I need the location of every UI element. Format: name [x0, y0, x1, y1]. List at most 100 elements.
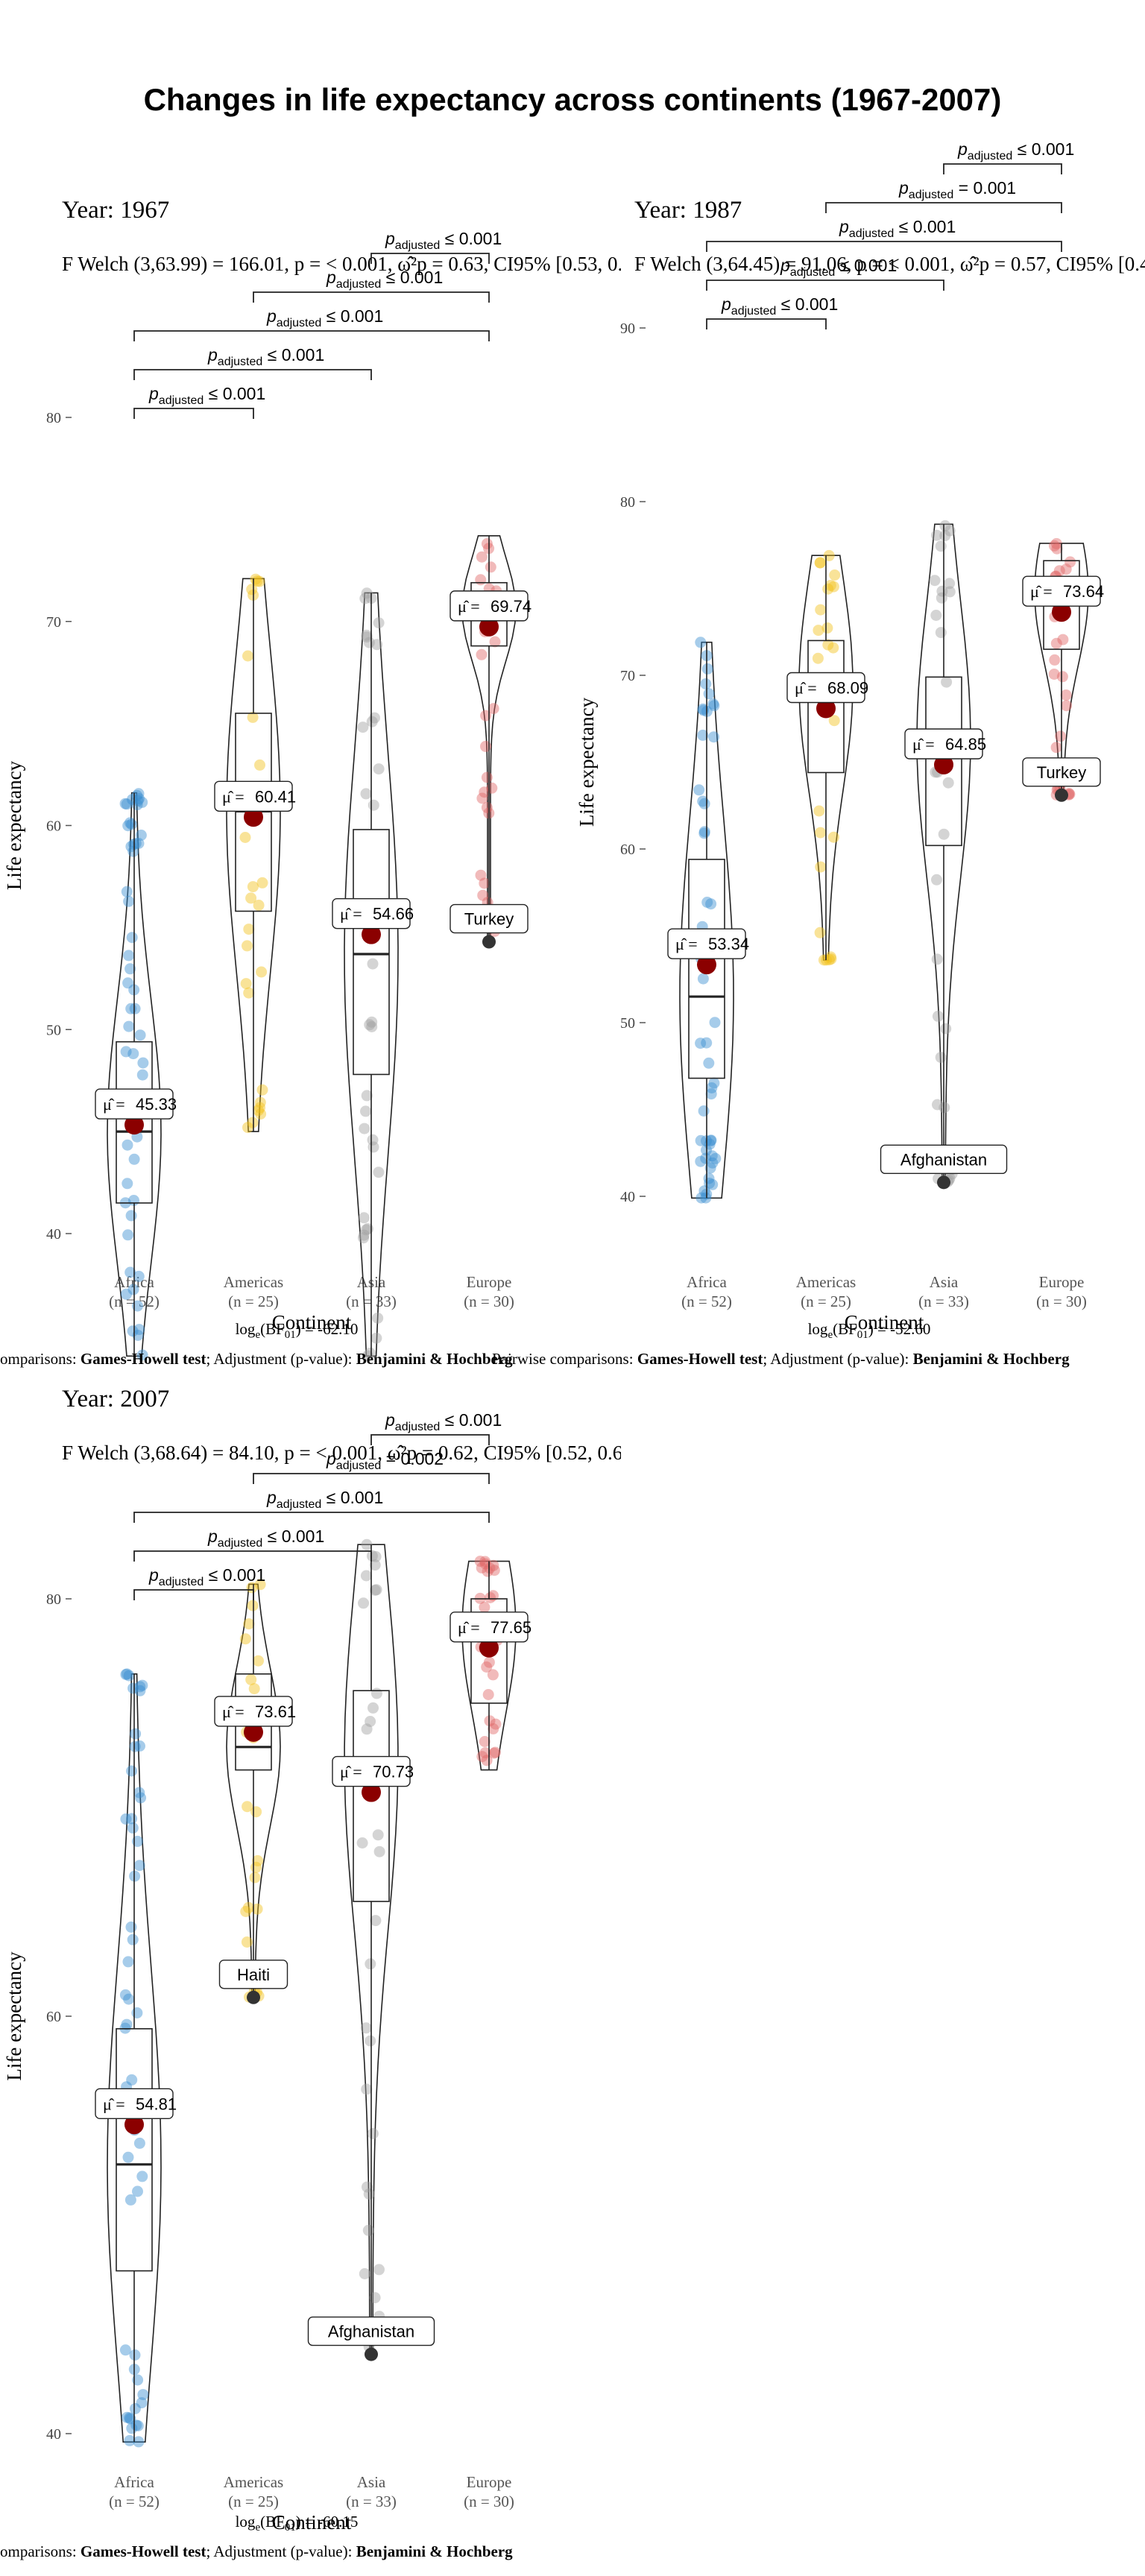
data-point [358, 1212, 370, 1224]
caption-bf: loge(BF01) = -52.60 [808, 1320, 931, 1341]
data-point [932, 1010, 944, 1022]
outlier-point [482, 935, 496, 949]
y-tick-label: 70 [620, 668, 635, 684]
mean-label-prefix: μ̂ = [103, 2094, 125, 2113]
data-point [136, 2171, 148, 2182]
data-point [131, 2007, 143, 2018]
pairwise-label: padjusted ≤ 0.001 [839, 217, 956, 240]
data-point [124, 1266, 136, 1278]
data-point [705, 1134, 716, 1146]
data-point [706, 1150, 718, 1162]
data-point [703, 688, 715, 700]
chart-panel-3: Year: 2007 F Welch (3,68.64) = 84.10, p =… [0, 1386, 621, 2560]
data-point [253, 1105, 265, 1117]
data-point [939, 1102, 950, 1114]
mean-dot [816, 698, 836, 719]
data-point [369, 2292, 381, 2304]
data-point [1057, 634, 1069, 645]
pairwise-bracket [133, 408, 254, 419]
pairwise-bracket [253, 291, 490, 303]
data-point [135, 830, 147, 841]
mean-label-prefix: μ̂ = [222, 787, 245, 806]
y-tick-label: 60 [46, 2009, 61, 2025]
y-tick-label: 70 [46, 614, 61, 631]
data-point [813, 625, 824, 637]
data-point [126, 1765, 138, 1777]
data-point [362, 1350, 373, 1362]
data-point [367, 958, 379, 970]
mean-dot [244, 807, 263, 827]
data-point [122, 1139, 133, 1151]
pairwise-label: padjusted ≤ 0.001 [207, 345, 324, 368]
data-point [698, 1105, 710, 1117]
data-point [359, 1123, 370, 1134]
data-point [134, 1740, 145, 1752]
data-point [708, 700, 720, 712]
pairwise-bracket [825, 202, 1062, 213]
data-point [368, 799, 379, 811]
data-point [361, 2083, 373, 2095]
data-point [372, 1312, 384, 1324]
pairwise-bracket [253, 1473, 490, 1484]
mean-label-value: 70.73 [373, 1763, 414, 1781]
pairwise-label: padjusted ≤ 0.001 [385, 1410, 502, 1433]
data-point [133, 1324, 145, 1336]
data-point [366, 1550, 378, 1562]
data-point [476, 1751, 488, 1763]
outlier-point [1055, 788, 1068, 802]
data-point [1056, 671, 1068, 683]
data-point [132, 2374, 144, 2386]
data-point [127, 1048, 139, 1060]
data-point [243, 1618, 255, 1630]
data-point [1055, 730, 1067, 742]
data-point [698, 826, 710, 838]
data-point [137, 2389, 149, 2401]
mean-label-value: 77.65 [491, 1618, 532, 1637]
data-point [935, 540, 947, 552]
data-point [126, 2074, 138, 2086]
data-point [488, 703, 499, 715]
data-point [931, 529, 942, 541]
data-point [254, 759, 265, 771]
pairwise-label: padjusted ≤ 0.001 [326, 268, 443, 291]
data-point [707, 1157, 719, 1169]
data-point [122, 1956, 134, 1968]
data-point [707, 1178, 719, 1190]
data-point [124, 2412, 136, 2424]
data-point [479, 1558, 491, 1570]
mean-label-prefix: μ̂ = [458, 1618, 480, 1637]
data-point [120, 1669, 132, 1680]
data-point [253, 1655, 264, 1667]
data-point [254, 1579, 266, 1591]
outlier-label: Afghanistan [328, 2323, 414, 2341]
data-point [489, 636, 501, 648]
data-point [247, 1600, 259, 1611]
data-point [242, 1122, 253, 1134]
mean-label-prefix: μ̂ = [912, 735, 935, 754]
chart-panel-2: Year: 1987 F Welch (3,64.45) = 91.06, p =… [492, 139, 1145, 1368]
data-point [1048, 540, 1060, 552]
data-point [814, 557, 826, 569]
data-point [242, 650, 253, 662]
data-point [485, 1592, 496, 1603]
y-tick-label: 40 [46, 2426, 61, 2443]
data-point [125, 1210, 137, 1222]
data-point [358, 1232, 369, 1244]
data-point [363, 637, 375, 648]
data-point [488, 1723, 499, 1734]
data-point [127, 845, 139, 857]
data-point [708, 731, 719, 743]
x-n-label: (n = 33) [346, 2493, 397, 2510]
data-point [360, 1224, 372, 1236]
mean-label-value: 69.74 [491, 597, 532, 616]
data-point [124, 2434, 136, 2446]
data-point [484, 1715, 496, 1727]
data-point [358, 1229, 370, 1241]
mean-label-box [332, 1755, 411, 1787]
caption-bf: loge(BF01) = -62.10 [236, 1320, 359, 1341]
data-point [695, 637, 707, 648]
data-point [1053, 565, 1065, 577]
violin-asia [916, 523, 971, 1184]
data-point [248, 1683, 260, 1695]
data-point [814, 557, 826, 569]
